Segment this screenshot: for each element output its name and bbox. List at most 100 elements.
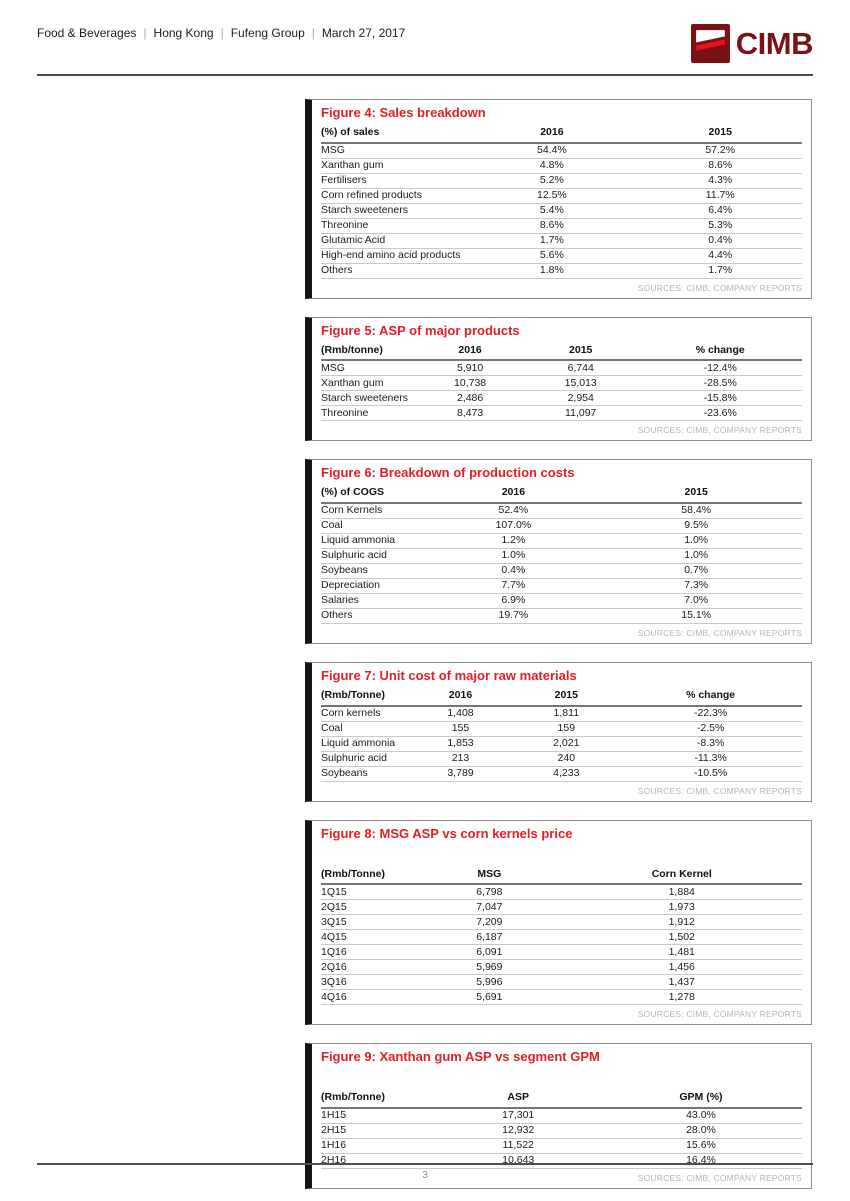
figure-9-table: (Rmb/Tonne) ASP GPM (%) 1H15 17,301 43.0% 2H15… xyxy=(321,1091,802,1169)
table-row: Coal 107.0% 9.5% xyxy=(321,518,802,534)
table-row: Corn kernels 1,408 1,811 -22.3% xyxy=(321,705,802,722)
table-row: Threonine 8,473 11,097 -23.6% xyxy=(321,405,802,422)
row-label: MSG xyxy=(321,142,466,159)
table-row: 1H15 17,301 43.0% xyxy=(321,1107,802,1124)
source-note: SOURCES: CIMB, COMPANY REPORTS xyxy=(637,785,802,796)
figure-title: Figure 6: Breakdown of production costs xyxy=(321,465,575,481)
row-label: Liquid ammonia xyxy=(321,736,408,752)
table-row: 4Q15 6,187 1,502 xyxy=(321,929,802,946)
table-cell: 107.0% xyxy=(436,518,591,534)
table-cell: 2,486 xyxy=(417,390,523,407)
column-header: 2016 xyxy=(465,126,639,144)
column-header: (Rmb/Tonne) xyxy=(321,688,408,707)
table-cell: 15,013 xyxy=(523,375,639,392)
table-row: Liquid ammonia 1.2% 1.0% xyxy=(321,533,802,549)
table-row: 2H16 10,643 16.4% xyxy=(321,1153,802,1169)
breadcrumb-separator: | xyxy=(143,26,147,40)
table-cell: 1.7% xyxy=(465,233,639,249)
source-note: SOURCES: CIMB, COMPANY REPORTS xyxy=(637,627,802,638)
figure-8-table: (Rmb/Tonne) MSG Corn Kernel 1Q15 6,798 1,884 2… xyxy=(321,867,802,1006)
table-cell: 6,187 xyxy=(417,929,562,946)
table-cell: 7.0% xyxy=(590,593,802,609)
row-label: Threonine xyxy=(321,405,418,422)
column-header: 2015 xyxy=(513,688,620,707)
table-cell: 1.7% xyxy=(638,263,802,279)
table-row: Liquid ammonia 1,853 2,021 -8.3% xyxy=(321,736,802,752)
table-cell: 28.0% xyxy=(599,1123,802,1139)
table-cell: 1.0% xyxy=(436,548,591,564)
column-header: Corn Kernel xyxy=(561,867,802,886)
row-label: 2H15 xyxy=(321,1123,437,1139)
table-cell: 6,744 xyxy=(523,360,639,377)
figure-5-table: (Rmb/tonne) 2016 2015% change MSG 5,910 6,744… xyxy=(321,343,802,422)
column-header: (Rmb/Tonne) xyxy=(321,867,418,886)
table-cell: 4.8% xyxy=(465,158,639,174)
table-cell: 43.0% xyxy=(599,1107,802,1124)
figure-6-panel: Figure 6: Breakdown of production costs … xyxy=(305,459,812,644)
table-cell: 12,932 xyxy=(436,1123,600,1139)
row-label: Soybeans xyxy=(321,766,408,782)
table-cell: 1,481 xyxy=(561,944,802,961)
table-cell: 5.4% xyxy=(465,203,639,219)
cimb-logo-text: CIMB xyxy=(735,25,814,61)
column-header: GPM (%) xyxy=(599,1091,802,1109)
row-label: High-end amino acid products xyxy=(321,248,466,264)
table-row: 4Q16 5,691 1,278 xyxy=(321,989,802,1006)
table-cell: 8.6% xyxy=(638,158,802,174)
figure-title: Figure 8: MSG ASP vs corn kernels price xyxy=(321,825,573,841)
row-label: Threonine xyxy=(321,218,466,234)
table-row: 1Q15 6,798 1,884 xyxy=(321,884,802,901)
table-cell: 57.2% xyxy=(638,142,802,159)
figure-7-panel: Figure 7: Unit cost of major raw materia… xyxy=(305,661,812,802)
table-row: Soybeans 3,789 4,233 -10.5% xyxy=(321,766,802,782)
table-cell: 10,643 xyxy=(436,1153,600,1169)
figure-4-panel: Figure 4: Sales breakdown (%) of sales 20… xyxy=(305,99,812,299)
table-cell: 5,996 xyxy=(417,974,562,991)
table-cell: 4.3% xyxy=(638,173,802,189)
table-cell: 7,047 xyxy=(417,899,562,916)
figures-column: Figure 4: Sales breakdown (%) of sales 20… xyxy=(305,99,812,1201)
table-cell: -23.6% xyxy=(638,405,802,422)
column-header: (%) of COGS xyxy=(321,486,437,504)
table-row: Salaries 6.9% 7.0% xyxy=(321,593,802,609)
table-cell: 54.4% xyxy=(465,142,639,159)
table-cell: 3,789 xyxy=(407,766,514,782)
table-header-row: (%) of COGS 2016 2015 xyxy=(321,486,802,504)
table-row: Depreciation 7.7% 7.3% xyxy=(321,578,802,594)
table-cell: -12.4% xyxy=(638,360,802,377)
table-cell: 8,473 xyxy=(417,405,523,422)
figure-8-panel: Figure 8: MSG ASP vs corn kernels price … xyxy=(305,819,812,1026)
breadcrumb-separator: | xyxy=(220,26,224,40)
figure-title: Figure 9: Xanthan gum ASP vs segment GPM xyxy=(321,1049,600,1065)
table-cell: 0.7% xyxy=(590,563,802,579)
source-note: SOURCES: CIMB, COMPANY REPORTS xyxy=(637,425,802,436)
table-cell: 1,437 xyxy=(561,974,802,991)
row-label: Xanthan gum xyxy=(321,158,466,174)
table-cell: 0.4% xyxy=(436,563,591,579)
figure-title: Figure 4: Sales breakdown xyxy=(321,105,486,120)
table-cell: 1,502 xyxy=(561,929,802,946)
column-header: MSG xyxy=(417,867,562,886)
table-cell: 10,738 xyxy=(417,375,523,392)
figure-4-table: (%) of sales 2016 2015 MSG 54.4% 57.2% Xanthan… xyxy=(321,126,802,279)
row-label: Sulphuric acid xyxy=(321,751,408,767)
breadcrumb-company: Fufeng Group xyxy=(230,26,305,40)
table-row: 2H15 12,932 28.0% xyxy=(321,1123,802,1139)
table-cell: 7.3% xyxy=(590,578,802,594)
row-label: Coal xyxy=(321,518,437,534)
table-cell: 8.6% xyxy=(465,218,639,234)
table-cell: 1.8% xyxy=(465,263,639,279)
table-cell: 15.6% xyxy=(599,1138,802,1154)
cimb-logo: CIMB xyxy=(690,24,814,63)
table-row: Starch sweeteners 5.4% 6.4% xyxy=(321,203,802,219)
table-cell: 1,884 xyxy=(561,884,802,901)
table-row: Sulphuric acid 213 240 -11.3% xyxy=(321,751,802,767)
table-cell: 12.5% xyxy=(465,188,639,204)
table-row: Others 19.7% 15.1% xyxy=(321,608,802,624)
table-cell: 1,278 xyxy=(561,989,802,1006)
breadcrumb-region: Hong Kong xyxy=(153,26,214,40)
table-cell: 6.9% xyxy=(436,593,591,609)
cimb-logo-icon xyxy=(690,24,730,63)
row-label: 1Q16 xyxy=(321,944,418,961)
figure-title: Figure 5: ASP of major products xyxy=(321,322,520,338)
